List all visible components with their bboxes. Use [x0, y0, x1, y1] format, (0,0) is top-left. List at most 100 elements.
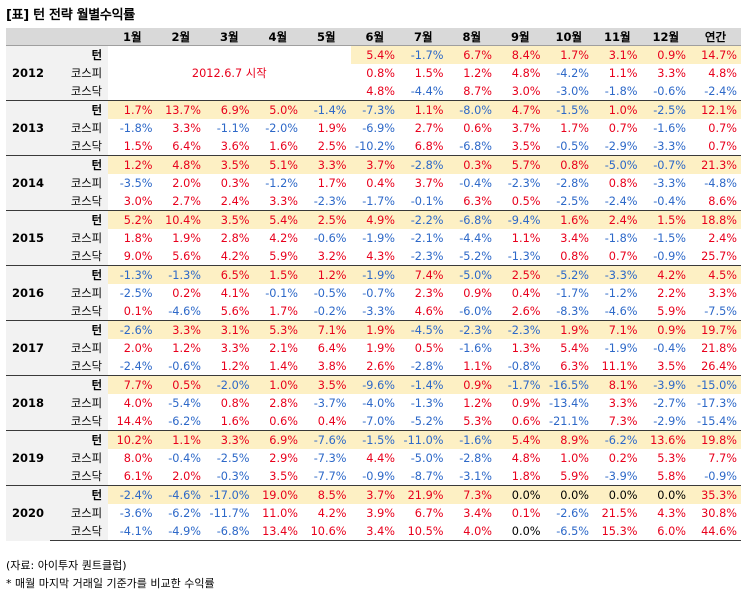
month-value: 0.6% [269, 414, 298, 428]
month-value: -1.5% [350, 430, 399, 449]
month-value: -2.0% [265, 121, 298, 135]
year-label: 2017 [6, 320, 50, 376]
month-value: 4.8% [511, 66, 541, 80]
month-value: -7.7% [313, 469, 347, 483]
month-value: 7.1% [302, 320, 351, 339]
table-row: 코스닥 6.1% 2.0% -0.3% 3.5% -7.7% -0.9% -8.7% -3.1%… [6, 467, 741, 486]
month-value: -0.4% [653, 194, 686, 208]
month-value: 5.8% [657, 469, 686, 483]
month-value: -1.8% [119, 121, 153, 135]
month-value: -0.6% [168, 359, 201, 373]
series-label: 턴 [50, 45, 108, 64]
table-row: 2015 턴 5.2% 10.4% 3.5% 5.4% 2.5% 4.9% -2.2% -6.8%… [6, 210, 741, 266]
month-value: 3.5% [205, 210, 254, 229]
month-value: 0.9% [511, 396, 541, 410]
month-value: -0.3% [216, 469, 250, 483]
table-row: 2013 턴 1.7% 13.7% 6.9% 5.0% -1.4% -7.3% 1.1% -8.0… [6, 100, 741, 156]
month-value: 19.0% [253, 485, 302, 504]
month-value: -7.0% [362, 414, 395, 428]
annual-value: 19.7% [690, 320, 741, 339]
month-value: 3.7% [350, 155, 399, 174]
month-value: 1.7% [544, 45, 593, 64]
month-value: 1.2% [302, 265, 351, 284]
series-label: 코스닥 [50, 412, 108, 431]
month-value: 3.4% [350, 522, 399, 541]
month-value: 1.8% [511, 469, 541, 483]
header-month-4: 4월 [253, 28, 302, 46]
month-value: 3.5% [511, 139, 541, 153]
annual-value: 44.6% [690, 522, 741, 541]
month-value: 0.8% [220, 396, 250, 410]
month-value: -7.3% [350, 100, 399, 119]
month-value: 1.7% [317, 176, 347, 190]
month-value: -2.4% [119, 359, 153, 373]
month-value: 1.9% [317, 121, 347, 135]
year-label: 2014 [6, 155, 50, 211]
table-row: 코스닥 9.0% 5.6% 4.2% 5.9% 3.2% 4.3% -2.3% -5.2% -1.… [6, 247, 741, 266]
month-value: -3.3% [593, 265, 642, 284]
month-value: 2.6% [511, 304, 541, 318]
month-value: 3.4% [463, 506, 492, 520]
month-value: -1.1% [216, 121, 250, 135]
month-value: 0.5% [414, 341, 444, 355]
month-value: 4.8% [156, 155, 205, 174]
month-value: -4.6% [156, 485, 205, 504]
month-value: -5.2% [544, 265, 593, 284]
table-row: 코스피 8.0% -0.4% -2.5% 2.9% -7.3% 4.4% -5.0% -2.8%… [6, 449, 741, 467]
table-row: 2012 턴 5.4% -1.7% 6.7% 8.4% 1.7% 3.1% 0.9% 14.7% [6, 45, 741, 101]
month-value: -0.5% [313, 286, 347, 300]
month-value: 4.8% [366, 84, 395, 98]
blank-cell [108, 45, 351, 64]
month-value: -7.6% [302, 430, 351, 449]
table-row: 코스피 -3.5% 2.0% 0.3% -1.2% 1.7% 0.4% 3.7% -0.4% -2… [6, 174, 741, 192]
month-value: 8.9% [544, 430, 593, 449]
month-value: -1.7% [399, 45, 448, 64]
table-row: 2014 턴 1.2% 4.8% 3.5% 5.1% 3.3% 3.7% -2.8% 0.3% 5.… [6, 155, 741, 211]
annual-value: 19.8% [690, 430, 741, 449]
series-label: 코스피 [50, 64, 108, 82]
month-value: 5.1% [253, 155, 302, 174]
month-value: 6.3% [560, 359, 589, 373]
year-label: 2020 [6, 485, 50, 541]
header-year [6, 28, 50, 46]
month-value: 4.7% [496, 100, 545, 119]
month-value: 2.8% [220, 231, 250, 245]
month-value: 1.0% [253, 375, 302, 394]
table-row: 코스피 1.8% 1.9% 2.8% 4.2% -0.6% -1.9% -2.1% -4.4% 1… [6, 229, 741, 247]
header-month-3: 3월 [205, 28, 254, 46]
header-row: 1월 2월 3월 4월 5월 6월 7월 8월 9월 10월 11월 12월 연간 [6, 28, 741, 46]
month-value: 0.0% [496, 485, 545, 504]
month-value: -1.2% [604, 286, 638, 300]
month-value: 1.1% [608, 66, 638, 80]
month-value: -0.9% [653, 249, 686, 263]
month-value: 1.7% [269, 304, 298, 318]
month-value: -1.7% [362, 194, 395, 208]
month-value: 21.9% [399, 485, 448, 504]
month-value: 4.3% [657, 506, 686, 520]
series-label: 코스닥 [50, 357, 108, 376]
series-label: 턴 [50, 430, 108, 449]
month-value: -1.5% [544, 100, 593, 119]
month-value: -8.7% [410, 469, 444, 483]
month-value: -5.2% [410, 414, 444, 428]
month-value: 7.7% [108, 375, 157, 394]
month-value: -2.4% [604, 194, 638, 208]
month-value: 4.2% [641, 265, 690, 284]
month-value: 3.5% [302, 375, 351, 394]
month-value: 3.3% [657, 66, 686, 80]
series-label: 코스피 [50, 174, 108, 192]
table-row: 코스피 -1.8% 3.3% -1.1% -2.0% 1.9% -6.9% 2.7% 0.6% 3… [6, 119, 741, 137]
month-value: -4.4% [410, 84, 444, 98]
month-value: -2.5% [119, 286, 153, 300]
month-value: 2.0% [172, 469, 201, 483]
monthly-returns-table: 1월 2월 3월 4월 5월 6월 7월 8월 9월 10월 11월 12월 연간 2012 턴 5.4% -… [6, 28, 741, 541]
month-value: -2.3% [496, 320, 545, 339]
month-value: 0.0% [496, 522, 545, 541]
month-value: 11.0% [262, 506, 298, 520]
header-month-9: 9월 [496, 28, 545, 46]
month-value: 2.7% [414, 121, 444, 135]
month-value: 6.0% [641, 522, 690, 541]
month-value: 7.3% [447, 485, 496, 504]
month-value: -2.7% [653, 396, 686, 410]
month-value: -2.3% [507, 176, 541, 190]
